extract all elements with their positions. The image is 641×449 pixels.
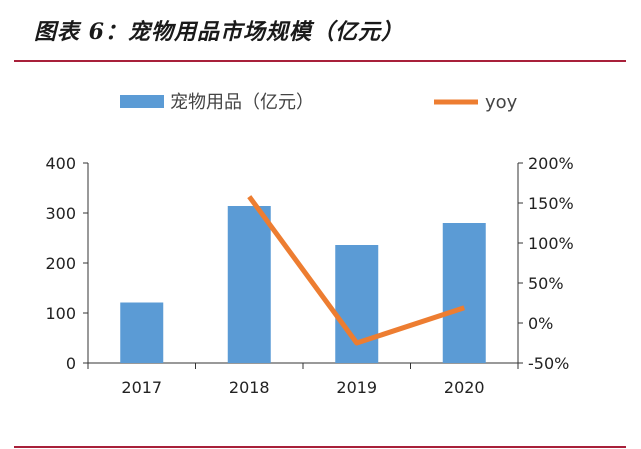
legend-bar-label: 宠物用品（亿元） bbox=[170, 92, 314, 113]
left-tick-label: 200 bbox=[45, 254, 76, 273]
bar-2017 bbox=[120, 302, 164, 363]
x-tick-label: 2017 bbox=[121, 378, 162, 397]
x-tick-label: 2019 bbox=[336, 378, 377, 397]
left-tick-label: 300 bbox=[45, 204, 76, 223]
right-tick-label: 100% bbox=[528, 234, 574, 253]
chart-title: 图表 6：宠物用品市场规模（亿元） bbox=[34, 19, 404, 45]
bar-2018 bbox=[227, 206, 271, 363]
right-tick-label: 0% bbox=[528, 314, 553, 333]
bottom-rule bbox=[14, 446, 626, 448]
title-bar: 图表 6：宠物用品市场规模（亿元） bbox=[0, 0, 641, 60]
top-rule bbox=[14, 60, 626, 62]
x-tick-label: 2020 bbox=[444, 378, 485, 397]
legend-line-label: yoy bbox=[485, 92, 518, 113]
x-tick-label: 2018 bbox=[229, 378, 270, 397]
left-tick-label: 0 bbox=[66, 354, 76, 373]
legend-bar-swatch bbox=[120, 95, 164, 108]
left-tick-label: 400 bbox=[45, 154, 76, 173]
right-tick-label: 50% bbox=[528, 274, 564, 293]
bar-2020 bbox=[442, 223, 486, 363]
right-tick-label: -50% bbox=[528, 354, 569, 373]
right-tick-label: 150% bbox=[528, 194, 574, 213]
right-tick-label: 200% bbox=[528, 154, 574, 173]
left-tick-label: 100 bbox=[45, 304, 76, 323]
